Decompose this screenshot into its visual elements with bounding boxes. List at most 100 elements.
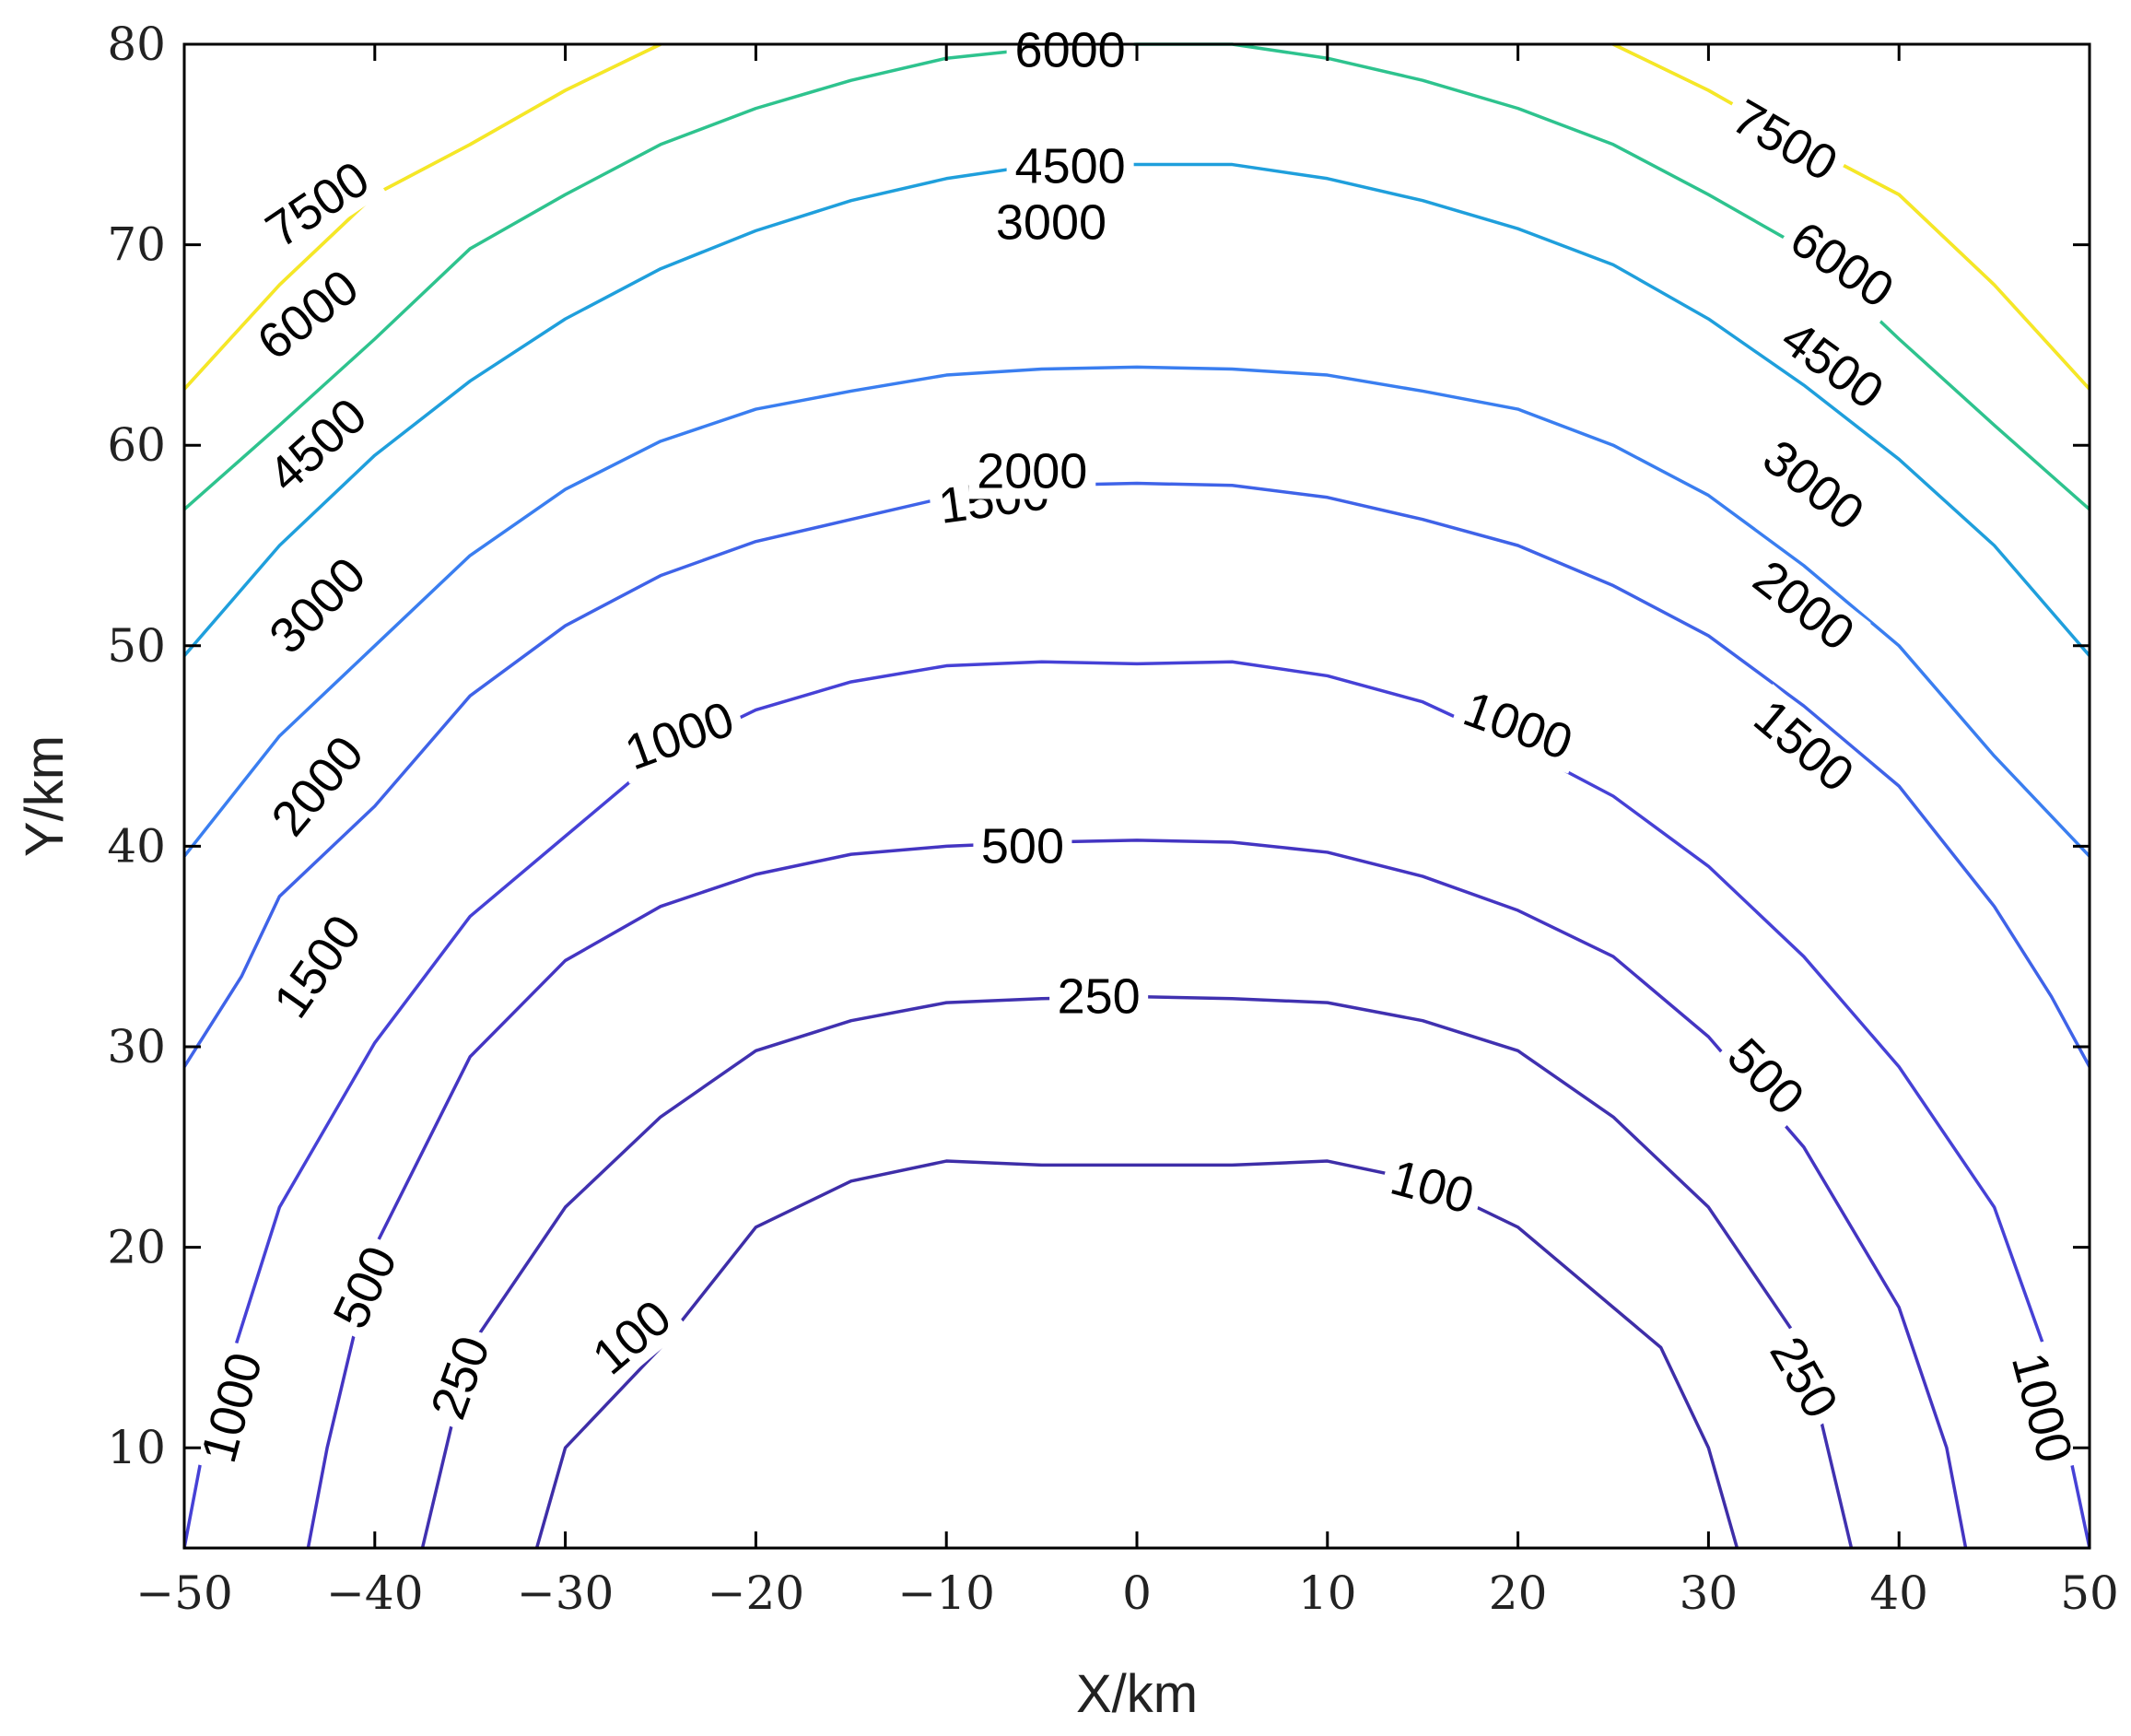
contour-label-text: 100 [1385,1150,1480,1225]
contour-label-bg [610,687,749,784]
contour-line-3000-6 [182,162,2091,657]
contour-label-bg [1746,424,1880,546]
contour-label-1000-11: 1000 [1998,1339,2086,1477]
y-tick-label: 60 [107,418,166,472]
y-tick-label: 70 [107,218,166,272]
contour-line-4500-7 [182,42,2091,511]
contour-label-bg [417,1321,504,1434]
contour-label-500-5: 500 [319,1230,412,1344]
contour-label-250-3: 250 [1049,968,1149,1025]
contour-label-bg [1448,678,1587,774]
contour-label-bg [240,253,376,376]
contour-label-250-4: 250 [1755,1320,1853,1435]
contour-line-1000-3 [182,660,2091,1549]
contour-label-bg [1736,545,1871,667]
contour-label-bg [1715,84,1854,196]
contour-label-6000-26: 6000 [1774,205,1911,323]
x-tick-label: 50 [2060,1566,2119,1620]
y-axis-label: Y/km [15,735,75,857]
contour-label-1000-10: 1000 [1448,678,1587,774]
y-tick-label: 40 [107,819,166,873]
contour-line-500-2 [306,839,1968,1549]
contour-label-bg [1006,22,1134,78]
contour-label-2000-16: 2000 [968,443,1096,499]
contour-line-6000-9 [1612,42,2091,391]
contour-line-7500-11 [1612,42,2091,391]
contour-label-6000-25: 6000 [1006,22,1134,78]
contour-label-text: 250 [420,1329,500,1425]
contour-label-bg [576,1284,688,1390]
contour-label-text: 3000 [996,195,1106,251]
y-tick-label: 30 [107,1020,166,1073]
x-tick-label: −20 [708,1566,805,1620]
contour-label-bg [255,719,381,853]
axis-ticks: −50 −40 −30 −20 −10 0 10 20 30 40 50 10 20 30 40 50 60 70… [107,18,2118,1620]
x-tick-label: −10 [897,1566,995,1620]
contour-label-text: 1000 [191,1347,273,1469]
contour-label-7500-27: 7500 [249,146,386,264]
contour-label-text: 6000 [1015,23,1126,78]
contour-label-100-0: 100 [576,1284,688,1390]
contour-label-text: 500 [981,818,1064,874]
contour-label-bg [249,146,386,264]
contour-label-500-7: 500 [1711,1022,1821,1132]
contour-label-3000-18: 3000 [252,541,382,671]
x-tick-label: 10 [1298,1566,1357,1620]
contour-lines [182,42,2091,1549]
contour-label-bg [987,194,1115,251]
contour-line-100-0 [534,1159,1739,1549]
contour-label-bg [1755,1320,1853,1435]
contour-label-250-2: 250 [417,1321,504,1434]
contour-label-bg [1998,1339,2086,1477]
contour-label-bg [1764,305,1901,425]
contour-label-bg [1737,684,1870,808]
x-tick-label: 0 [1122,1566,1152,1620]
contour-line-1500-4 [182,481,2091,1068]
contour-line-250-1 [420,994,1854,1549]
contour-label-bg [188,1339,275,1477]
contour-label-3000-19: 3000 [987,194,1115,251]
x-tick-label: −40 [326,1566,424,1620]
contour-label-text: 1000 [618,691,741,780]
contour-label-3000-20: 3000 [1746,424,1880,546]
y-tick-label: 10 [107,1421,166,1474]
x-tick-label: 30 [1680,1566,1739,1620]
contour-label-bg [973,818,1072,874]
contour-line-2000-5 [182,365,2091,858]
contour-label-bg [1377,1147,1487,1227]
x-tick-label: −50 [135,1566,233,1620]
contour-label-text: 1000 [1457,681,1579,770]
contour-label-bg [1006,138,1134,194]
contour-label-bg [968,443,1096,499]
contour-label-4500-21: 4500 [252,381,384,509]
contour-label-bg [258,898,377,1035]
contour-label-500-6: 500 [973,818,1072,874]
y-tick-label: 20 [107,1221,166,1274]
contour-label-bg [319,1230,412,1344]
contour-label-bg [1711,1022,1821,1132]
contour-label-100-1: 100 [1377,1147,1487,1227]
contour-label-4500-22: 4500 [1006,138,1134,194]
x-tick-label: 20 [1489,1566,1548,1620]
contour-label-bg [1049,968,1149,1025]
contour-label-text: 1000 [2001,1347,2083,1469]
x-axis-label: X/km [1076,1664,1198,1724]
contour-label-2000-15: 2000 [255,719,381,853]
y-tick-label: 50 [107,619,166,673]
contour-label-text: 4500 [1015,139,1126,194]
contour-label-1000-8: 1000 [188,1339,275,1477]
x-tick-label: 40 [1869,1566,1928,1620]
contour-label-1000-9: 1000 [610,687,749,784]
contour-label-7500-28: 7500 [1715,84,1854,196]
contour-label-text: 2000 [977,443,1087,499]
y-tick-label: 80 [107,18,166,71]
x-tick-label: −30 [517,1566,615,1620]
contour-label-bg [1774,205,1911,323]
contour-line-7500-10 [182,42,662,391]
contour-label-bg [252,541,382,671]
contour-label-text: 250 [1058,969,1141,1025]
contour-label-1500-12: 1500 [258,898,377,1035]
contour-label-bg [252,381,384,509]
